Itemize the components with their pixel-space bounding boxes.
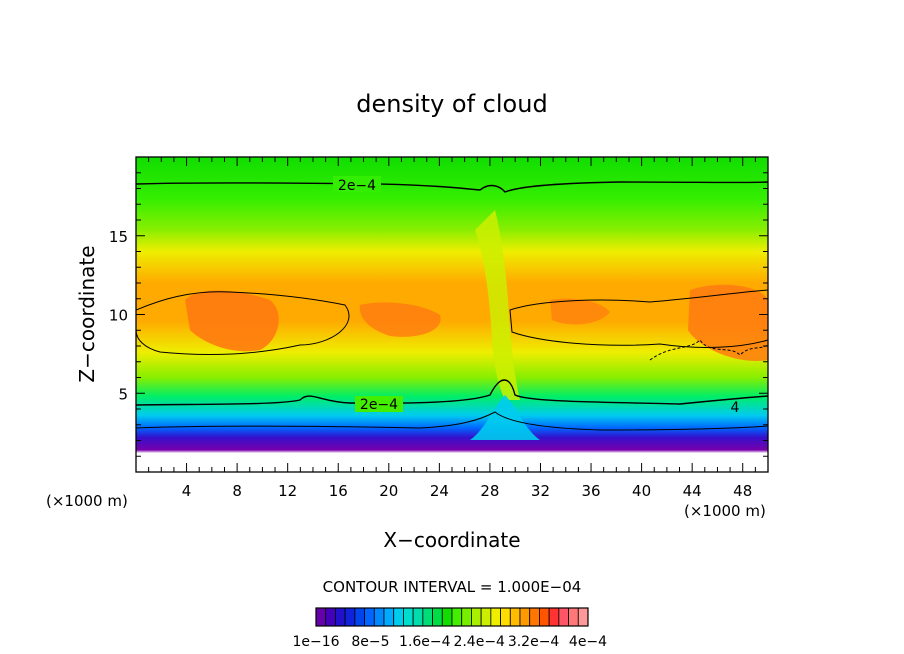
colorbar-label: 3.2e−4: [508, 634, 560, 650]
colorbar-swatch: [568, 607, 579, 627]
x-tick-label: 36: [581, 482, 600, 500]
colorbar-swatch: [519, 607, 531, 627]
colorbar-swatch: [403, 607, 414, 627]
x-tick-label: 8: [232, 482, 242, 500]
contour-line-low: [136, 411, 768, 431]
contour-line-ragged-right: [649, 339, 768, 361]
high-density-core-right2: [550, 298, 610, 325]
updraft-channel: [475, 210, 520, 400]
colorbar-swatch: [344, 607, 356, 627]
colorbar-swatch: [432, 607, 443, 627]
colorbar-swatch: [364, 607, 375, 627]
chart-title: density of cloud: [356, 90, 547, 118]
contour-label-bottom: 2e−4: [360, 397, 398, 413]
colorbar-swatch: [577, 607, 589, 627]
contour-label-right: 4: [731, 400, 740, 416]
colorbar: [315, 607, 589, 627]
contour-line-mid-left: [136, 291, 350, 355]
colorbar-swatch: [490, 607, 501, 627]
colorbar-swatch: [509, 607, 521, 627]
x-tick-label: 24: [430, 482, 449, 500]
x-axis-label: X−coordinate: [383, 528, 520, 552]
contour-line-top: [136, 181, 768, 193]
plot-area: [136, 157, 768, 472]
colorbar-swatch: [335, 607, 346, 627]
colorbar-swatch: [422, 607, 433, 627]
x-tick-label: 28: [480, 482, 499, 500]
colorbar-label: 1.6e−4: [399, 634, 451, 650]
x-unit-right: (×1000 m): [684, 502, 766, 520]
colorbar-label: 2.4e−4: [453, 634, 505, 650]
x-tick-label: 20: [379, 482, 398, 500]
colorbar-swatch: [393, 607, 404, 627]
colorbar-swatch: [529, 607, 540, 627]
colorbar-swatch: [383, 607, 395, 627]
colorbar-swatch: [548, 607, 560, 627]
y-axis-label: Z−coordinate: [75, 245, 99, 382]
colorbar-labels: 1e−16 8e−5 1.6e−4 2.4e−4 3.2e−4 4e−4: [292, 634, 607, 650]
colorbar-label: 8e−5: [351, 634, 389, 650]
x-tick-label: 12: [278, 482, 297, 500]
x-tick-label: 48: [733, 482, 752, 500]
colorbar-swatch: [354, 607, 365, 627]
colorbar-label: 1e−16: [292, 634, 339, 650]
contour-label-top: 2e−4: [338, 178, 376, 194]
y-tick-label: 15: [109, 228, 128, 246]
colorbar-frame: [315, 607, 589, 627]
contour-line-bottom: [136, 379, 768, 406]
colorbar-swatch: [539, 607, 550, 627]
colorbar-swatch: [471, 607, 482, 627]
x-tick-label: 16: [329, 482, 348, 500]
colorbar-swatch: [412, 607, 424, 627]
colorbar-swatch: [441, 607, 453, 627]
x-axis: 4 8 12 16 20 24 28 32 36 40 44 48: [148, 157, 756, 500]
colorbar-swatch: [558, 607, 569, 627]
colorbar-swatch: [500, 607, 511, 627]
colorbar-swatch: [325, 607, 336, 627]
contour-interval-text: CONTOUR INTERVAL = 1.000E−04: [323, 578, 582, 596]
x-tick-label: 4: [182, 482, 192, 500]
colorbar-swatch: [373, 607, 385, 627]
high-density-core-left: [185, 290, 279, 352]
y-tick-label: 10: [109, 307, 128, 325]
y-tick-label: 5: [118, 385, 128, 403]
high-density-core-right: [688, 284, 768, 361]
colorbar-swatch: [451, 607, 463, 627]
x-unit-left: (×1000 m): [46, 492, 128, 510]
colorbar-swatch: [461, 607, 472, 627]
x-tick-label: 32: [531, 482, 550, 500]
colorbar-label: 4e−4: [569, 634, 607, 650]
high-density-core-mid: [359, 302, 441, 337]
colorbar-swatch: [315, 607, 327, 627]
x-tick-label: 44: [683, 482, 702, 500]
y-axis: 5 10 15: [109, 172, 768, 457]
x-tick-label: 40: [632, 482, 651, 500]
colorbar-swatch: [480, 607, 492, 627]
